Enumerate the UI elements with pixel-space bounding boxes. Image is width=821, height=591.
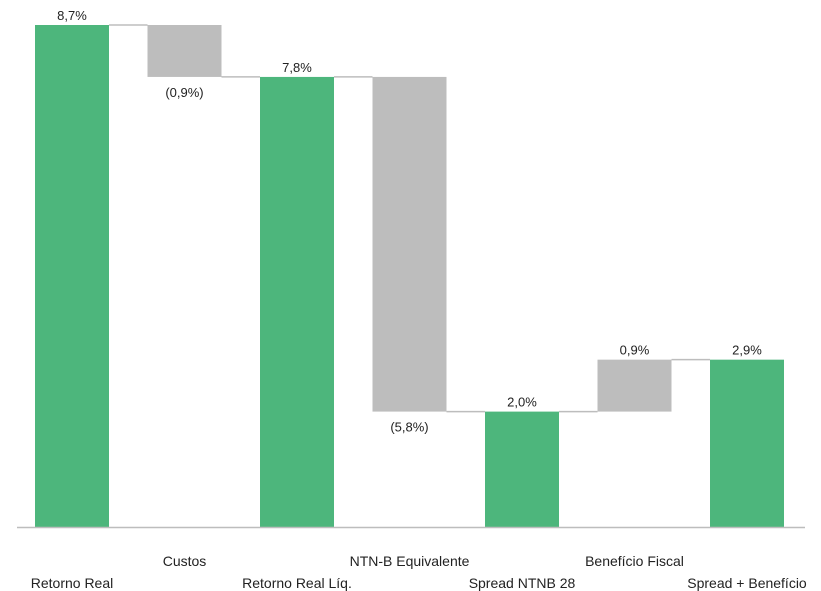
data-label-spread-beneficio: 2,9%: [732, 343, 762, 358]
category-label-beneficio-fiscal: Benefício Fiscal: [585, 553, 684, 569]
category-label-retorno-real-liq: Retorno Real Líq.: [242, 575, 352, 591]
bar-retorno-real-liq: [260, 76, 334, 528]
bar-spread-ntnb-28: [485, 411, 559, 527]
category-label-custos: Custos: [163, 553, 207, 569]
category-label-spread-beneficio: Spread + Benefício: [687, 575, 807, 591]
category-label-spread-ntnb-28: Spread NTNB 28: [469, 575, 576, 591]
data-labels: 8,7% (0,9%) 7,8% (5,8%) 2,0% 0,9% 2,9%: [57, 8, 762, 435]
bar-beneficio-fiscal: [597, 359, 672, 412]
data-label-spread-ntnb-28: 2,0%: [507, 395, 537, 410]
data-label-ntn-b-equivalente: (5,8%): [390, 420, 428, 435]
bar-custos: [147, 25, 222, 77]
data-label-custos: (0,9%): [165, 85, 203, 100]
data-label-retorno-real-liq: 7,8%: [282, 60, 312, 75]
bar-retorno-real: [35, 25, 109, 527]
data-label-beneficio-fiscal: 0,9%: [620, 343, 650, 358]
category-label-ntn-b-equivalente: NTN-B Equivalente: [350, 553, 470, 569]
bar-spread-beneficio: [710, 359, 784, 527]
connector-lines: [109, 24, 710, 413]
bar-ntn-b-equivalente: [372, 76, 447, 412]
data-label-retorno-real: 8,7%: [57, 8, 87, 23]
bars: [35, 25, 784, 528]
category-labels: Retorno Real Custos Retorno Real Líq. NTN-B…: [31, 553, 807, 591]
category-label-retorno-real: Retorno Real: [31, 575, 114, 591]
